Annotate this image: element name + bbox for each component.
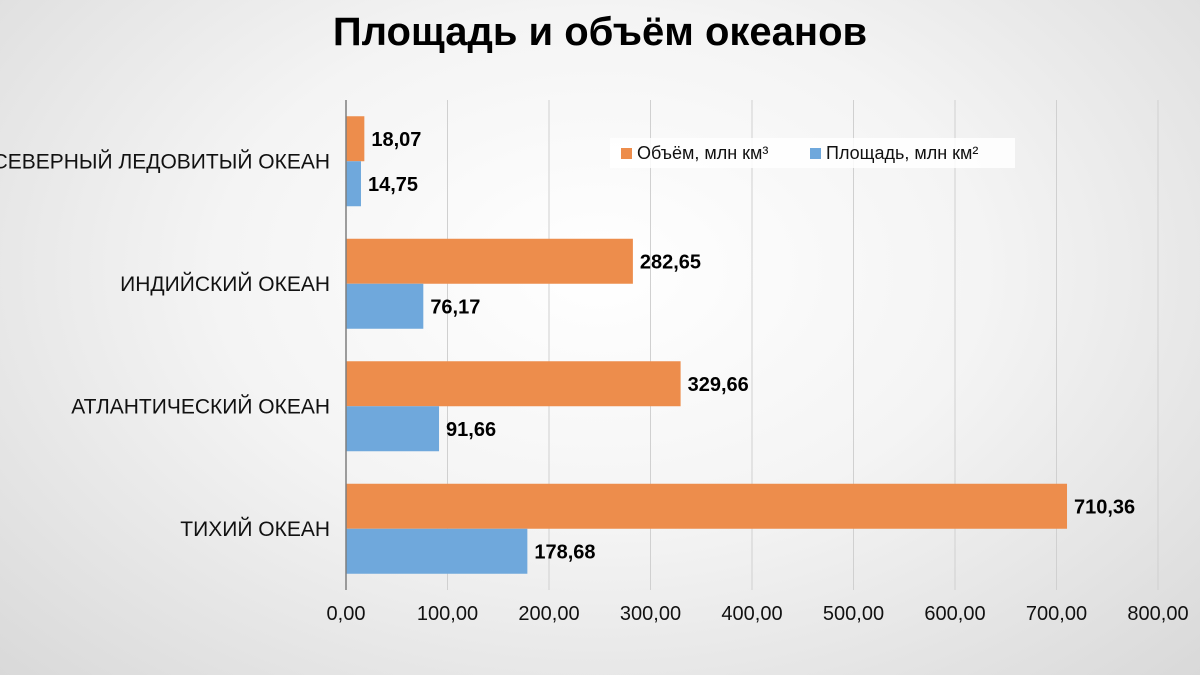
x-tick-label: 200,00 <box>518 603 579 625</box>
x-tick-label: 0,00 <box>327 603 366 625</box>
bar-area <box>346 161 361 207</box>
bar-volume <box>346 483 1068 529</box>
category-labels: СЕВЕРНЫЙ ЛЕДОВИТЫЙ ОКЕАН ИНДИЙСКИЙ ОКЕАН А… <box>0 149 330 541</box>
bar-volume <box>346 116 365 162</box>
category-label: ТИХИЙ ОКЕАН <box>180 517 330 541</box>
data-label-volume: 710,36 <box>1074 496 1135 518</box>
x-tick-label: 500,00 <box>823 603 884 625</box>
x-tick-label: 400,00 <box>721 603 782 625</box>
bar-area <box>346 283 424 329</box>
legend-swatch-area <box>810 148 821 159</box>
data-label-area: 178,68 <box>534 541 595 563</box>
x-tick-label: 700,00 <box>1026 603 1087 625</box>
x-tick-label: 300,00 <box>620 603 681 625</box>
data-label-area: 14,75 <box>368 174 418 196</box>
category-label: СЕВЕРНЫЙ ЛЕДОВИТЫЙ ОКЕАН <box>0 149 330 173</box>
data-label-area: 91,66 <box>446 419 496 441</box>
data-label-area: 76,17 <box>430 296 480 318</box>
grid-lines <box>447 100 1159 590</box>
x-tick-label: 800,00 <box>1127 603 1188 625</box>
data-labels: 18,07 14,75 282,65 76,17 329,66 91,66 710,36 17… <box>368 129 1135 564</box>
tick-labels: 0,00 100,00 200,00 300,00 400,00 500,00 600,00… <box>327 603 1189 625</box>
bar-volume <box>346 238 633 284</box>
x-tick-label: 100,00 <box>417 603 478 625</box>
x-tick-label: 600,00 <box>924 603 985 625</box>
bar-volume <box>346 361 681 407</box>
category-label: АТЛАНТИЧЕСКИЙ ОКЕАН <box>71 394 330 418</box>
category-label: ИНДИЙСКИЙ ОКЕАН <box>120 272 330 296</box>
bars <box>346 116 1068 574</box>
chart-title: Площадь и объём океанов <box>333 10 867 54</box>
bar-area <box>346 528 528 574</box>
bar-area <box>346 406 440 452</box>
legend-label-area: Площадь, млн км² <box>826 143 978 163</box>
data-label-volume: 18,07 <box>371 129 421 151</box>
legend-swatch-volume <box>621 148 632 159</box>
legend: Объём, млн км³ Площадь, млн км² <box>610 138 1015 168</box>
data-label-volume: 282,65 <box>640 251 701 273</box>
data-label-volume: 329,66 <box>688 374 749 396</box>
legend-label-volume: Объём, млн км³ <box>637 143 768 163</box>
